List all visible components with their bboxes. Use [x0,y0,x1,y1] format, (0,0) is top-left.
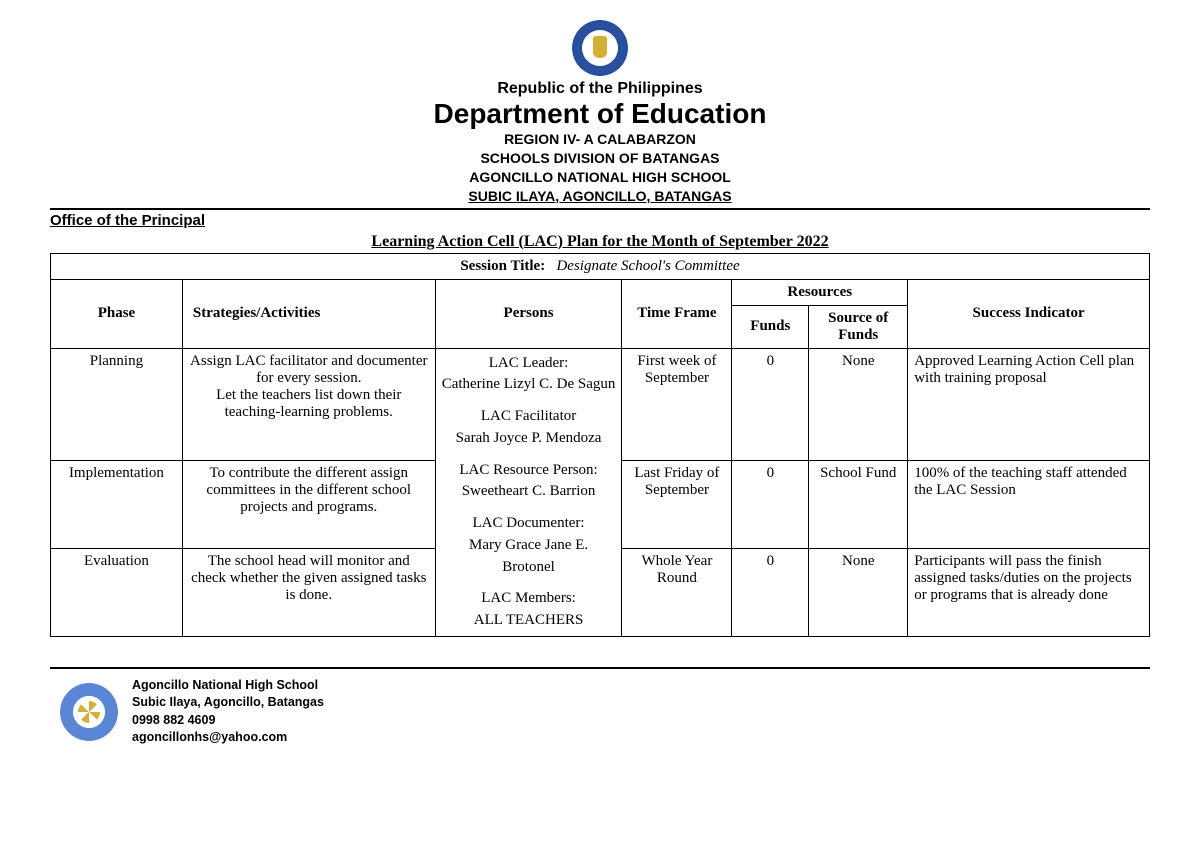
funds-cell: 0 [732,348,809,461]
division-line: SCHOOLS DIVISION OF BATANGAS [50,149,1150,168]
header-rule [50,208,1150,210]
strategies-cell: Assign LAC facilitator and documenter fo… [182,348,435,461]
strategies-cell: The school head will monitor and check w… [182,549,435,637]
letterhead: Republic of the Philippines Department o… [50,20,1150,206]
members-name: ALL TEACHERS [442,610,616,632]
success-cell: 100% of the teaching staff attended the … [908,461,1150,549]
col-success: Success Indicator [908,279,1150,348]
col-funds: Funds [732,305,809,348]
col-phase: Phase [51,279,183,348]
members-role: LAC Members: [442,588,616,610]
col-timeframe: Time Frame [622,279,732,348]
republic-line: Republic of the Philippines [50,80,1150,98]
timeframe-cell: Last Friday of September [622,461,732,549]
persons-cell: LAC Leader: Catherine Lizyl C. De Sagun … [435,348,622,636]
phase-cell: Implementation [51,461,183,549]
footer-address: Subic Ilaya, Agoncillo, Batangas [132,694,324,712]
funds-cell: 0 [732,549,809,637]
resource-role: LAC Resource Person: [442,460,616,482]
leader-name: Catherine Lizyl C. De Sagun [442,374,616,396]
documenter-role: LAC Documenter: [442,513,616,535]
source-cell: School Fund [809,461,908,549]
success-cell: Participants will pass the finish assign… [908,549,1150,637]
deped-seal-icon [572,20,628,76]
success-cell: Approved Learning Action Cell plan with … [908,348,1150,461]
facilitator-role: LAC Facilitator [442,406,616,428]
col-strategies: Strategies/Activities [182,279,435,348]
footer-email: agoncillonhs@yahoo.com [132,729,324,747]
office-label: Office of the Principal [50,212,1150,229]
session-title-cell: Session Title: Designate School's Commit… [51,253,1150,279]
leader-role: LAC Leader: [442,353,616,375]
school-seal-icon [60,683,118,741]
col-persons: Persons [435,279,622,348]
funds-cell: 0 [732,461,809,549]
table-row: Planning Assign LAC facilitator and docu… [51,348,1150,461]
timeframe-cell: Whole Year Round [622,549,732,637]
session-label: Session Title: [460,258,545,274]
address-line: SUBIC ILAYA, AGONCILLO, BATANGAS [50,187,1150,206]
phase-cell: Planning [51,348,183,461]
plan-title: Learning Action Cell (LAC) Plan for the … [50,233,1150,251]
source-cell: None [809,549,908,637]
col-resources: Resources [732,279,908,305]
school-line: AGONCILLO NATIONAL HIGH SCHOOL [50,168,1150,187]
phase-cell: Evaluation [51,549,183,637]
timeframe-cell: First week of September [622,348,732,461]
region-line: REGION IV- A CALABARZON [50,130,1150,149]
resource-name: Sweetheart C. Barrion [442,481,616,503]
strategies-cell: To contribute the different assign commi… [182,461,435,549]
footer-phone: 0998 882 4609 [132,712,324,730]
lac-plan-table: Session Title: Designate School's Commit… [50,253,1150,637]
footer-rule [50,667,1150,669]
header-row-1: Phase Strategies/Activities Persons Time… [51,279,1150,305]
footer: Agoncillo National High School Subic Ila… [60,677,1150,747]
footer-school: Agoncillo National High School [132,677,324,695]
session-value: Designate School's Committee [556,258,739,274]
department-line: Department of Education [50,98,1150,130]
source-cell: None [809,348,908,461]
facilitator-name: Sarah Joyce P. Mendoza [442,428,616,450]
footer-text: Agoncillo National High School Subic Ila… [132,677,324,747]
documenter-name: Mary Grace Jane E. Brotonel [442,535,616,579]
session-title-row: Session Title: Designate School's Commit… [51,253,1150,279]
col-source: Source of Funds [809,305,908,348]
